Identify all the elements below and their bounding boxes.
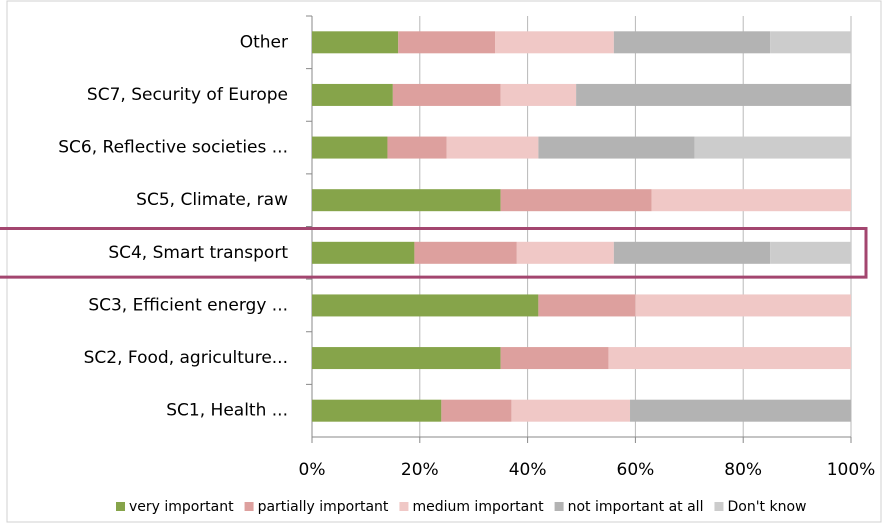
legend-swatch [244, 502, 254, 511]
bar-segment [441, 399, 512, 422]
y-tick-label: SC4, Smart transport [108, 243, 288, 263]
bar-segment [312, 347, 501, 370]
bar-segment [312, 399, 442, 422]
bar-segment [312, 189, 501, 212]
y-tick-label: SC3, Efficient energy ... [88, 295, 288, 315]
bar-segment [516, 241, 614, 264]
bar-segment [500, 189, 652, 212]
x-tick-label: 0% [299, 460, 326, 480]
legend-label: medium important [412, 499, 544, 515]
bar-segment [630, 399, 851, 422]
y-tick-label: SC5, Climate, raw [136, 190, 288, 210]
bar-segment [500, 347, 609, 370]
bar-segment [312, 136, 388, 159]
legend-swatch [399, 502, 409, 511]
bar-segment [312, 241, 415, 264]
x-tick-label: 40% [509, 460, 547, 480]
bar-segment [387, 136, 447, 159]
y-tick-label: SC7, Security of Europe [87, 85, 288, 105]
bar-segment [613, 241, 771, 264]
highlight-box [0, 227, 868, 279]
bar-segment [312, 31, 399, 54]
bar-segment [770, 241, 851, 264]
bar-segment [651, 189, 851, 212]
y-tick-label: SC1, Health ... [166, 401, 288, 421]
bar-segment [538, 294, 636, 317]
legend-label: very important [129, 499, 234, 515]
bar-segment [500, 83, 577, 106]
bar-segment [392, 83, 501, 106]
bar-segment [414, 241, 517, 264]
bar-segment [446, 136, 539, 159]
bar-segment [576, 83, 851, 106]
bar-segment [398, 31, 496, 54]
bar-segment [511, 399, 631, 422]
x-tick-label: 80% [724, 460, 762, 480]
y-tick-label: SC6, Reflective societies ... [58, 138, 288, 158]
bar-segment [312, 83, 393, 106]
legend-label: not important at all [568, 499, 704, 515]
bar-segment [538, 136, 695, 159]
x-tick-label: 60% [617, 460, 655, 480]
bar-segment [770, 31, 851, 54]
bar-segment [613, 31, 771, 54]
x-tick-label: 20% [401, 460, 439, 480]
x-tick-label: 100% [827, 460, 876, 480]
legend-swatch [554, 502, 564, 511]
legend-swatch [714, 502, 724, 511]
y-tick-label: SC2, Food, agriculture... [84, 348, 288, 368]
bar-segment [608, 347, 851, 370]
bar-segment [312, 294, 539, 317]
legend-label: Don't know [727, 499, 806, 515]
bar-segment [694, 136, 851, 159]
legend-label: partially important [258, 499, 389, 515]
bar-segment [635, 294, 851, 317]
legend-swatch [116, 502, 125, 511]
y-tick-label: Other [240, 32, 288, 52]
bar-segment [495, 31, 614, 54]
